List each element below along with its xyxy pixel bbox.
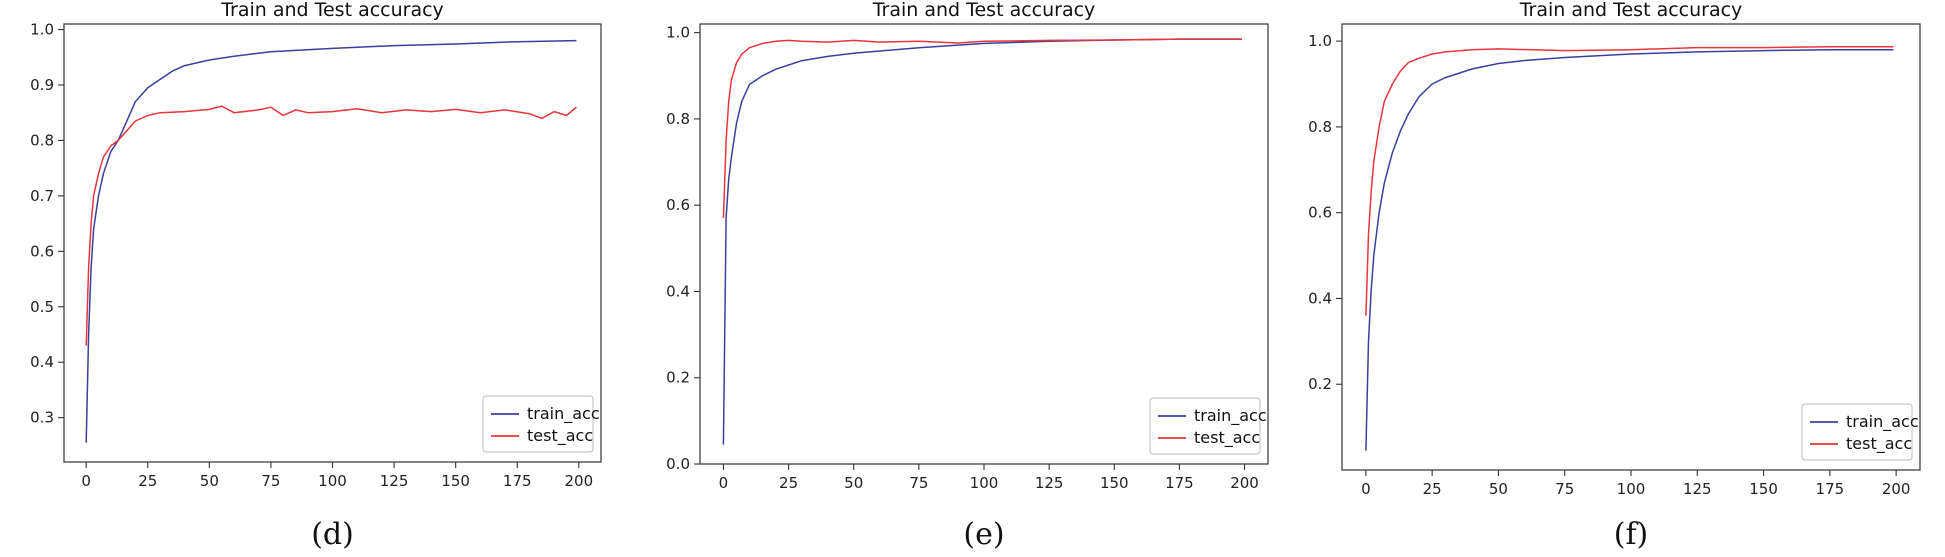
x-tick-label: 200 (1230, 474, 1259, 492)
x-tick-label: 100 (318, 472, 347, 490)
y-tick-label: 0.4 (666, 282, 690, 300)
x-tick-label: 75 (1555, 480, 1574, 498)
chart-title: Train and Test accuracy (1519, 0, 1743, 21)
x-tick-label: 0 (1361, 480, 1371, 498)
x-tick-label: 125 (1035, 474, 1064, 492)
y-tick-label: 0.2 (666, 369, 690, 387)
x-tick-label: 100 (1617, 480, 1646, 498)
x-tick-label: 50 (844, 474, 863, 492)
y-tick-label: 1.0 (30, 21, 54, 39)
x-tick-label: 150 (441, 472, 470, 490)
legend-label: test_acc (1194, 428, 1260, 448)
x-tick-label: 100 (970, 474, 999, 492)
y-tick-label: 0.2 (1308, 375, 1332, 393)
legend-label: test_acc (1846, 434, 1912, 454)
y-tick-label: 0.0 (666, 455, 690, 473)
y-tick-label: 0.4 (1308, 289, 1332, 307)
series-line-train-acc (722, 38, 1242, 445)
x-tick-label: 25 (138, 472, 157, 490)
panel-caption: (d) (311, 517, 354, 552)
axes-frame (1341, 23, 1921, 471)
y-tick-label: 1.0 (666, 24, 690, 42)
x-tick-label: 175 (1816, 480, 1845, 498)
x-tick-label: 75 (909, 474, 928, 492)
x-tick-label: 150 (1100, 474, 1129, 492)
x-tick-label: 25 (1423, 480, 1442, 498)
series-line-test-acc (85, 105, 577, 346)
x-tick-label: 150 (1749, 480, 1778, 498)
legend (1149, 397, 1261, 455)
series-line-train-acc (85, 39, 577, 443)
x-tick-label: 175 (503, 472, 532, 490)
x-tick-label: 200 (1882, 480, 1911, 498)
legend-label: train_acc (527, 404, 600, 424)
y-tick-label: 0.8 (1308, 118, 1332, 136)
x-tick-label: 50 (200, 472, 219, 490)
y-tick-label: 0.4 (30, 353, 54, 371)
legend (482, 395, 594, 453)
series-line-test-acc (1365, 45, 1894, 316)
y-tick-label: 0.6 (666, 196, 690, 214)
x-tick-label: 25 (779, 474, 798, 492)
y-tick-label: 0.8 (666, 110, 690, 128)
x-tick-label: 175 (1165, 474, 1194, 492)
x-tick-label: 0 (81, 472, 91, 490)
legend-label: test_acc (527, 426, 593, 446)
chart-title: Train and Test accuracy (220, 0, 444, 21)
chart-panel-d: Train and Test accuracy 0 25 50 75 100 125 150 1… (30, 0, 602, 552)
series-line-test-acc (722, 38, 1242, 219)
y-tick-label: 0.6 (1308, 204, 1332, 222)
panel-caption: (e) (963, 517, 1004, 552)
panel-caption: (f) (1614, 517, 1649, 552)
legend (1801, 403, 1913, 461)
y-tick-label: 0.5 (30, 298, 54, 316)
x-tick-label: 125 (380, 472, 409, 490)
chart-title: Train and Test accuracy (872, 0, 1096, 21)
chart-panel-e: Train and Test accuracy 0 25 50 75 100 125 150 1… (666, 0, 1269, 552)
x-tick-label: 0 (719, 474, 729, 492)
x-tick-label: 125 (1683, 480, 1712, 498)
y-tick-label: 0.8 (30, 131, 54, 149)
x-tick-label: 200 (565, 472, 594, 490)
x-tick-label: 75 (261, 472, 280, 490)
series-line-train-acc (1365, 48, 1894, 451)
y-tick-label: 0.6 (30, 242, 54, 260)
y-tick-label: 0.3 (30, 409, 54, 427)
y-tick-label: 1.0 (1308, 32, 1332, 50)
y-tick-label: 0.9 (30, 76, 54, 94)
y-tick-label: 0.7 (30, 187, 54, 205)
legend-label: train_acc (1194, 406, 1267, 426)
x-tick-label: 50 (1489, 480, 1508, 498)
chart-panel-f: Train and Test accuracy 0 25 50 75 100 125 150 1… (1308, 0, 1921, 552)
legend-label: train_acc (1846, 412, 1919, 432)
